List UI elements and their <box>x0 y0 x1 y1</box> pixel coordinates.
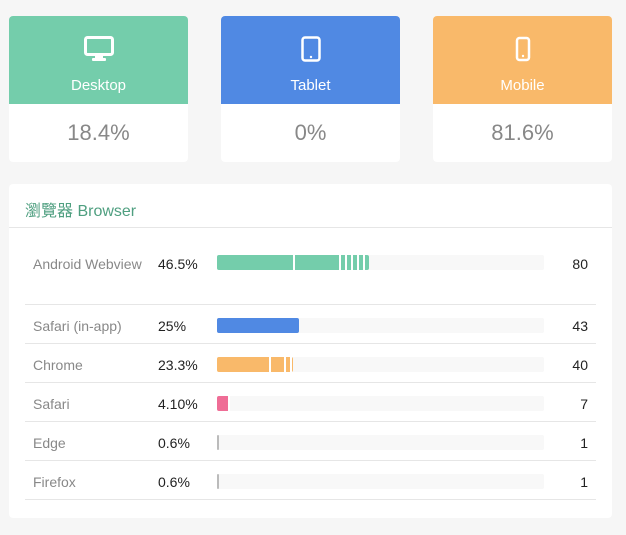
bar-segment-divider <box>228 396 231 411</box>
browser-percent: 4.10% <box>158 396 198 412</box>
browser-percent: 23.3% <box>158 357 198 373</box>
device-label: Tablet <box>290 77 331 94</box>
browser-name: Chrome <box>33 357 83 373</box>
tablet-icon <box>300 16 321 67</box>
browser-panel: 瀏覽器 Browser Android Webview 46.5% 80 Saf… <box>9 184 612 518</box>
bar-segment-divider <box>344 255 347 270</box>
mobile-icon <box>515 16 531 67</box>
browser-count: 80 <box>572 256 588 272</box>
device-card-tablet: Tablet 0% <box>221 16 400 162</box>
bar-segment-divider <box>284 357 287 372</box>
bar-segment-divider <box>362 255 365 270</box>
progress-track <box>217 474 544 489</box>
browser-name: Safari <box>33 396 70 412</box>
progress-track <box>217 357 544 372</box>
browser-row: Safari 4.10% 7 <box>25 383 596 422</box>
browser-row: Edge 0.6% 1 <box>25 422 596 461</box>
browser-row: Firefox 0.6% 1 <box>25 461 596 500</box>
device-percent: 18.4% <box>67 120 130 145</box>
browser-list: Android Webview 46.5% 80 Safari (in-app)… <box>25 250 596 500</box>
browser-percent: 46.5% <box>158 256 198 272</box>
device-label: Desktop <box>70 77 127 94</box>
browser-name: Android Webview <box>33 256 142 272</box>
browser-count: 7 <box>580 396 588 412</box>
progress-fill <box>217 396 231 411</box>
progress-fill <box>217 318 299 333</box>
browser-count: 1 <box>580 474 588 490</box>
desktop-icon <box>83 16 114 67</box>
browser-percent: 25% <box>158 318 187 334</box>
device-percent: 0% <box>294 120 327 145</box>
browser-name: Safari (in-app) <box>33 318 122 334</box>
bar-segment-divider <box>350 255 353 270</box>
progress-track <box>217 435 544 450</box>
device-percent: 81.6% <box>491 120 554 145</box>
progress-fill <box>217 435 219 450</box>
bar-segment-divider <box>293 255 296 270</box>
browser-name: Edge <box>33 435 66 451</box>
browser-row: Android Webview 46.5% 80 <box>25 250 596 305</box>
browser-percent: 0.6% <box>158 474 190 490</box>
browser-row: Safari (in-app) 25% 43 <box>25 305 596 344</box>
progress-fill <box>217 474 219 489</box>
progress-fill <box>217 255 370 270</box>
device-card-mobile: Mobile 81.6% <box>433 16 612 162</box>
bar-segment-divider <box>338 255 341 270</box>
bar-segment-divider <box>268 357 271 372</box>
progress-track <box>217 396 544 411</box>
device-label: Mobile <box>500 77 545 94</box>
browser-row: Chrome 23.3% 40 <box>25 344 596 383</box>
panel-title: 瀏覽器 Browser <box>9 184 612 228</box>
browser-count: 43 <box>572 318 588 334</box>
progress-fill <box>217 357 294 372</box>
browser-name: Firefox <box>33 474 76 490</box>
device-card-desktop: Desktop 18.4% <box>9 16 188 162</box>
browser-count: 1 <box>580 435 588 451</box>
browser-count: 40 <box>572 357 588 373</box>
progress-track <box>217 255 544 270</box>
bar-segment-divider <box>290 357 293 372</box>
bar-segment-divider <box>356 255 359 270</box>
progress-track <box>217 318 544 333</box>
browser-percent: 0.6% <box>158 435 190 451</box>
